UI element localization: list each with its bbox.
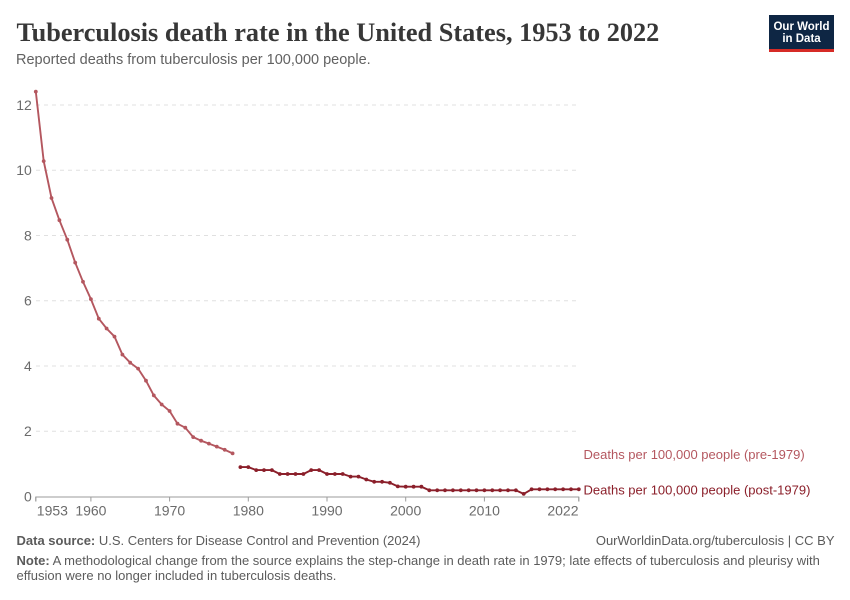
svg-text:10: 10	[16, 162, 32, 178]
svg-text:2010: 2010	[469, 502, 500, 518]
svg-text:6: 6	[24, 293, 32, 309]
svg-text:2000: 2000	[390, 502, 421, 518]
svg-text:1953: 1953	[37, 502, 68, 518]
svg-text:0: 0	[24, 488, 32, 504]
svg-text:1980: 1980	[233, 502, 264, 518]
svg-text:8: 8	[24, 227, 32, 243]
svg-text:Deaths per 100,000 people (pre: Deaths per 100,000 people (pre-1979)	[584, 447, 805, 462]
svg-text:1970: 1970	[154, 502, 185, 518]
svg-text:4: 4	[24, 358, 32, 374]
svg-text:2022: 2022	[547, 502, 578, 518]
svg-text:12: 12	[16, 97, 32, 113]
svg-text:1960: 1960	[75, 502, 106, 518]
svg-text:2: 2	[24, 423, 32, 439]
svg-text:Deaths per 100,000 people (pos: Deaths per 100,000 people (post-1979)	[584, 482, 811, 497]
svg-text:1990: 1990	[311, 502, 342, 518]
